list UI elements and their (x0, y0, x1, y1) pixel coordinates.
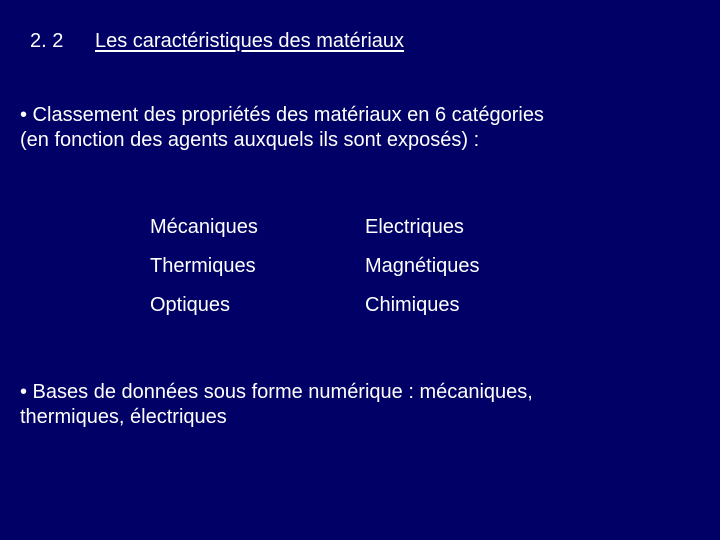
bullet-classification-line1: • Classement des propriétés des matériau… (20, 103, 700, 128)
category-cell: Optiques (150, 286, 365, 325)
section-title: Les caractéristiques des matériaux (95, 30, 404, 53)
slide-header: 2. 2 Les caractéristiques des matériaux (20, 30, 700, 53)
bullet-databases-line1: • Bases de données sous forme numérique … (20, 380, 700, 405)
category-cell: Mécaniques (150, 208, 365, 247)
category-cell: Electriques (365, 208, 580, 247)
category-cell: Magnétiques (365, 247, 580, 286)
bullet-databases-line2: thermiques, électriques (20, 405, 700, 430)
category-cell: Thermiques (150, 247, 365, 286)
bullet-classification: • Classement des propriétés des matériau… (20, 103, 700, 153)
bullet-classification-line2: (en fonction des agents auxquels ils son… (20, 128, 700, 153)
slide: 2. 2 Les caractéristiques des matériaux … (0, 0, 720, 540)
table-row: Thermiques Magnétiques (150, 247, 580, 286)
section-number: 2. 2 (20, 30, 95, 53)
category-cell: Chimiques (365, 286, 580, 325)
categories-table: Mécaniques Electriques Thermiques Magnét… (150, 208, 580, 325)
table-row: Optiques Chimiques (150, 286, 580, 325)
bullet-databases: • Bases de données sous forme numérique … (20, 380, 700, 430)
table-row: Mécaniques Electriques (150, 208, 580, 247)
